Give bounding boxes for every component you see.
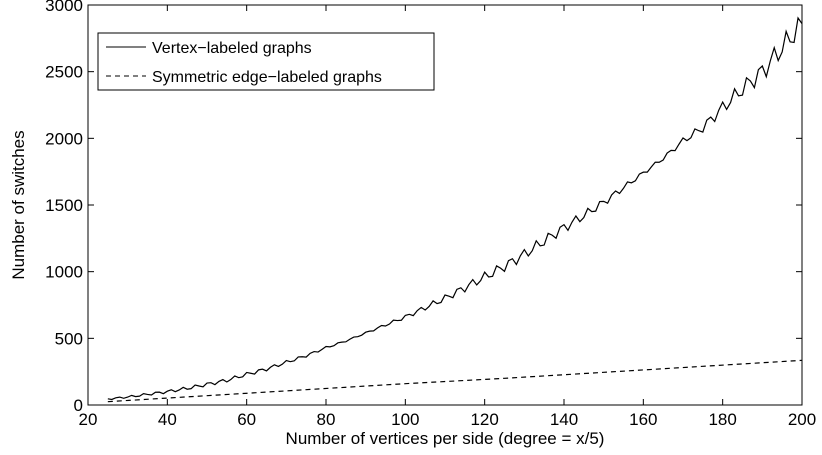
x-tick-label: 40 (158, 410, 177, 429)
x-tick-label: 20 (79, 410, 98, 429)
series-line-1 (107, 359, 802, 403)
y-tick-label: 3000 (45, 0, 83, 15)
ticks-layer: 20 40 60 80 100 120 140 160 180 20005001000150020… (45, 0, 816, 429)
x-tick-label: 120 (470, 410, 498, 429)
series-line-0 (107, 16, 802, 401)
x-tick-label: 80 (317, 410, 336, 429)
series-0 (107, 16, 802, 401)
series-1 (107, 359, 802, 403)
series-layer (107, 16, 802, 403)
x-tick-label: 200 (788, 410, 816, 429)
legend-label-symmetric-edge-labeled: Symmetric edge−labeled graphs (152, 69, 382, 86)
y-tick-label: 2000 (45, 129, 83, 148)
y-tick-label: 500 (55, 329, 83, 348)
y-axis-label: Number of switches (9, 130, 28, 279)
y-tick-label: 0 (74, 396, 83, 415)
x-tick-label: 180 (708, 410, 736, 429)
x-tick-label: 140 (550, 410, 578, 429)
y-tick-label: 2500 (45, 63, 83, 82)
y-tick-label: 1500 (45, 196, 83, 215)
x-tick-label: 160 (629, 410, 657, 429)
legend: Vertex−labeled graphs Symmetric edge−lab… (97, 32, 435, 91)
x-tick-label: 60 (237, 410, 256, 429)
legend-label-vertex-labeled: Vertex−labeled graphs (152, 40, 312, 57)
x-tick-label: 100 (391, 410, 419, 429)
legend-box (97, 32, 435, 91)
y-tick-label: 1000 (45, 263, 83, 282)
x-axis-label: Number of vertices per side (degree = x/… (286, 429, 605, 448)
